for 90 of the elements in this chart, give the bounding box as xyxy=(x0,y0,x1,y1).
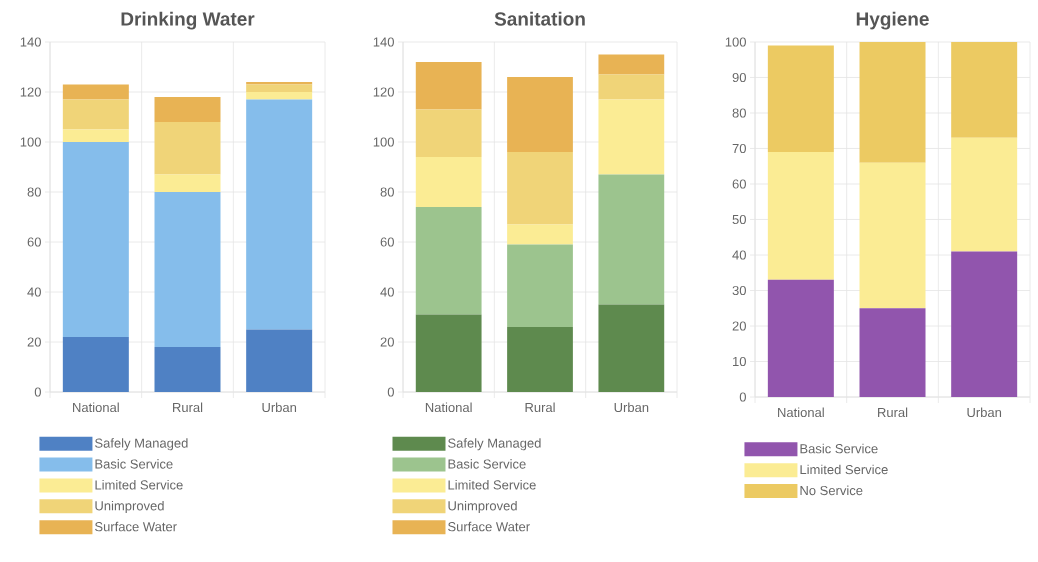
bar xyxy=(246,92,313,100)
bar xyxy=(154,174,221,192)
bar xyxy=(507,224,573,245)
bar xyxy=(246,84,313,92)
bar xyxy=(767,45,834,153)
bar xyxy=(951,42,1018,138)
bar xyxy=(767,279,834,397)
y-tick-label: 40 xyxy=(380,287,394,297)
bar xyxy=(507,152,573,225)
bar xyxy=(507,244,573,327)
y-tick-label: 60 xyxy=(380,237,394,247)
y-tick-label: 100 xyxy=(725,37,746,47)
y-tick-label: 0 xyxy=(387,387,394,397)
legend-label: Basic Service xyxy=(800,443,878,454)
y-tick-label: 20 xyxy=(380,337,394,347)
bar xyxy=(154,192,221,347)
bar xyxy=(415,314,482,392)
legend-label: Limited Service xyxy=(800,464,888,475)
x-tick-label: Rural xyxy=(525,402,555,413)
bar xyxy=(598,74,665,100)
bar xyxy=(62,142,129,337)
legend-label: Safely Managed xyxy=(95,438,188,451)
y-tick-label: 140 xyxy=(20,37,41,47)
chart-title: Sanitation xyxy=(494,11,585,26)
legend-label: Unimproved xyxy=(95,500,164,514)
legend-label: Surface Water xyxy=(95,521,177,532)
y-tick-label: 120 xyxy=(373,87,394,97)
y-tick-label: 40 xyxy=(732,250,746,260)
legend-label: Safely Managed xyxy=(448,438,541,451)
bar xyxy=(507,327,573,392)
x-tick-label: National xyxy=(73,402,119,413)
y-tick-label: 50 xyxy=(732,214,746,225)
legend-label: Unimproved xyxy=(448,500,517,514)
legend-label: Surface Water xyxy=(448,521,530,532)
bar xyxy=(62,84,129,100)
y-tick-label: 70 xyxy=(732,143,746,154)
x-tick-label: National xyxy=(425,402,472,413)
y-tick-label: 80 xyxy=(27,187,41,197)
x-tick-label: Urban xyxy=(262,402,297,413)
bar xyxy=(62,129,129,142)
bar xyxy=(62,337,129,392)
bar xyxy=(767,152,834,280)
y-tick-label: 30 xyxy=(732,285,746,296)
y-tick-label: 0 xyxy=(739,392,746,402)
x-tick-label: Urban xyxy=(967,407,1002,418)
bar xyxy=(859,308,926,397)
bar xyxy=(154,122,221,175)
y-tick-label: 80 xyxy=(732,108,746,118)
bar xyxy=(62,99,129,130)
chart-title: Hygiene xyxy=(856,11,929,30)
y-tick-label: 20 xyxy=(27,337,41,347)
bar xyxy=(598,174,665,305)
bar xyxy=(246,329,313,392)
y-tick-label: 20 xyxy=(732,321,746,331)
bar xyxy=(598,99,665,175)
bar xyxy=(951,251,1018,397)
bar xyxy=(154,97,221,122)
bar xyxy=(415,109,482,157)
y-tick-label: 90 xyxy=(732,72,746,83)
y-tick-label: 140 xyxy=(373,37,394,47)
x-tick-label: Rural xyxy=(878,407,908,418)
legend-label: Limited Service xyxy=(95,479,183,490)
bar xyxy=(859,162,926,309)
bar xyxy=(246,99,313,330)
y-tick-label: 10 xyxy=(733,356,746,367)
chart-title: Drinking Water xyxy=(121,11,255,30)
bar xyxy=(598,304,665,392)
y-tick-label: 80 xyxy=(380,187,394,197)
legend-label: No Service xyxy=(800,485,863,496)
y-tick-label: 120 xyxy=(20,87,41,97)
y-tick-label: 40 xyxy=(27,287,41,297)
y-tick-label: 60 xyxy=(27,237,41,247)
y-tick-label: 60 xyxy=(732,179,746,189)
y-tick-label: 100 xyxy=(373,137,394,147)
x-tick-label: Urban xyxy=(614,402,649,413)
bar xyxy=(415,207,482,315)
bar xyxy=(415,62,482,110)
bar xyxy=(415,157,482,207)
bar xyxy=(951,137,1018,252)
bar xyxy=(598,54,665,75)
legend-label: Basic Service xyxy=(95,459,173,469)
x-tick-label: National xyxy=(778,407,824,418)
bar xyxy=(859,42,926,163)
x-tick-label: Rural xyxy=(173,402,203,413)
legend-label: Limited Service xyxy=(448,479,536,490)
legend-label: Basic Service xyxy=(448,459,526,469)
y-tick-label: 100 xyxy=(20,137,41,147)
y-tick-label: 0 xyxy=(34,387,41,397)
bar xyxy=(507,77,573,152)
bar xyxy=(154,347,221,392)
